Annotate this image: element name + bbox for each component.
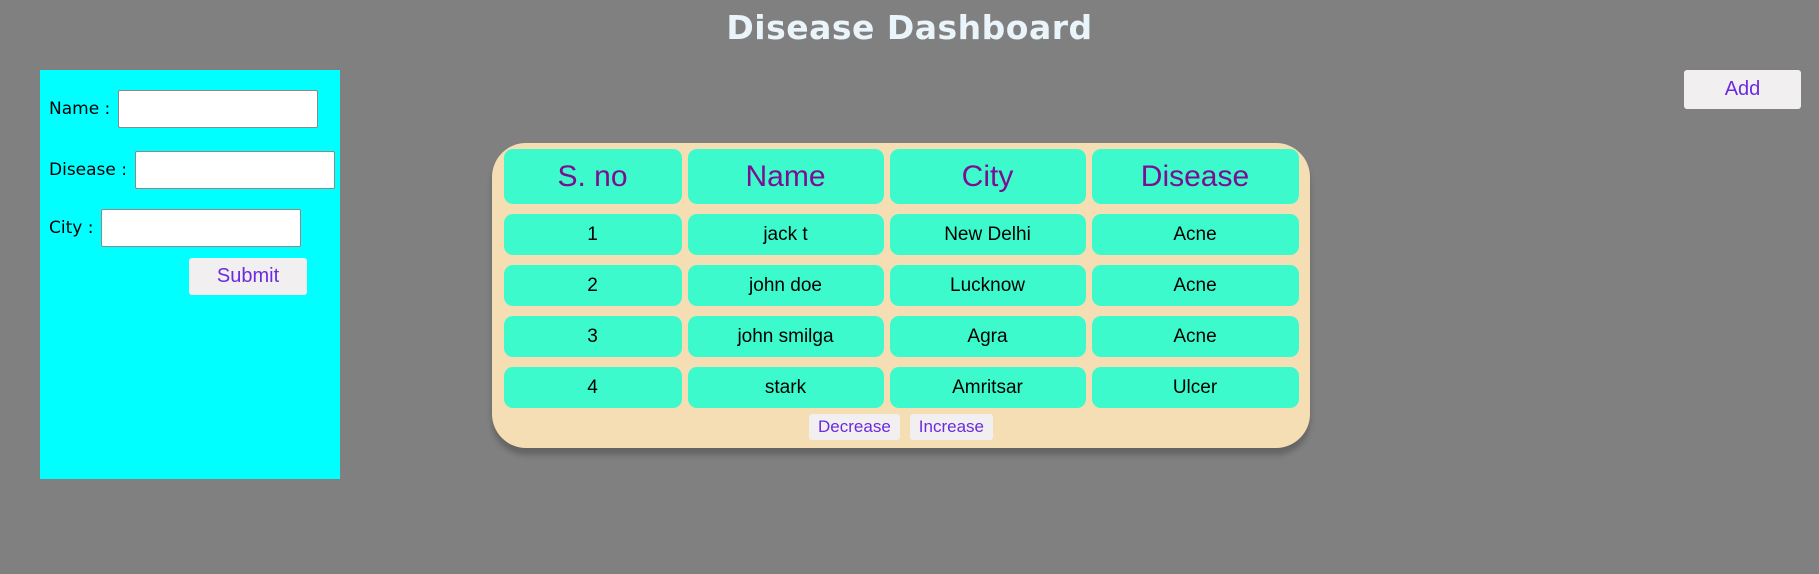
add-button[interactable]: Add [1684, 70, 1801, 109]
header-cell-s-no: S. no [503, 149, 682, 204]
table-cell: 2 [503, 265, 682, 306]
disease-table-card: S. no Name City Disease 1 jack t New Delhi Acne… [492, 143, 1310, 448]
disease-form-row: Disease : [40, 151, 340, 189]
table-cell: Lucknow [889, 265, 1086, 306]
pager-row: Decrease Increase [501, 414, 1301, 440]
header-cell-name: Name [687, 149, 884, 204]
table-cell: stark [687, 367, 884, 408]
table-cell: 4 [503, 367, 682, 408]
increase-button[interactable]: Increase [909, 414, 993, 440]
table-cell: Acne [1091, 316, 1299, 357]
table-cell: Agra [889, 316, 1086, 357]
disease-form-panel: Name : Disease : City : Submit [40, 70, 340, 479]
page-title: Disease Dashboard [726, 8, 1093, 47]
disease-field[interactable] [135, 151, 335, 189]
table-cell: 3 [503, 316, 682, 357]
table-cell: Amritsar [889, 367, 1086, 408]
city-field[interactable] [101, 209, 302, 247]
table-cell: john smilga [687, 316, 884, 357]
city-form-row: City : [40, 209, 340, 247]
name-form-row: Name : [40, 90, 340, 128]
header-cell-disease: Disease [1091, 149, 1299, 204]
decrease-button[interactable]: Decrease [809, 414, 900, 440]
disease-label: Disease : [49, 160, 127, 180]
table-cell: jack t [687, 214, 884, 255]
name-label: Name : [49, 99, 111, 119]
submit-button[interactable]: Submit [189, 258, 307, 295]
table-cell: Acne [1091, 265, 1299, 306]
table-cell: Ulcer [1091, 367, 1299, 408]
table-cell: 1 [503, 214, 682, 255]
table-cell: New Delhi [889, 214, 1086, 255]
table-cell: Acne [1091, 214, 1299, 255]
table-cell: john doe [687, 265, 884, 306]
disease-table: S. no Name City Disease 1 jack t New Delhi Acne… [501, 149, 1301, 408]
city-label: City : [49, 218, 94, 238]
header-cell-city: City [889, 149, 1086, 204]
name-field[interactable] [118, 90, 319, 128]
